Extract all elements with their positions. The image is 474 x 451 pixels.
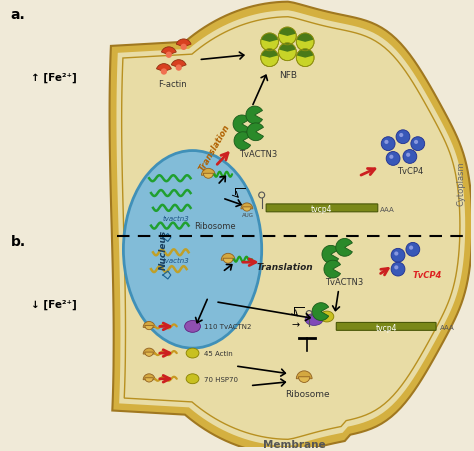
Text: ↓ [Fe²⁺]: ↓ [Fe²⁺] <box>30 299 76 309</box>
Circle shape <box>279 28 296 46</box>
Circle shape <box>296 34 314 52</box>
Circle shape <box>261 34 279 52</box>
Wedge shape <box>324 261 340 278</box>
Wedge shape <box>145 326 154 330</box>
Wedge shape <box>241 203 253 209</box>
Text: Ribosome: Ribosome <box>285 389 329 398</box>
Wedge shape <box>261 50 278 59</box>
Text: F-actin: F-actin <box>158 80 187 89</box>
Circle shape <box>396 130 410 144</box>
Circle shape <box>394 266 398 270</box>
Wedge shape <box>279 44 296 53</box>
Text: →: → <box>291 320 300 330</box>
Wedge shape <box>143 374 155 380</box>
Ellipse shape <box>185 321 201 332</box>
Text: Cytoplasm: Cytoplasm <box>457 161 466 206</box>
Wedge shape <box>243 207 251 212</box>
Text: Ribosome: Ribosome <box>194 221 236 230</box>
Circle shape <box>279 44 296 61</box>
Text: Translation: Translation <box>256 262 313 272</box>
Text: AUG: AUG <box>242 212 254 217</box>
Wedge shape <box>247 124 264 141</box>
Circle shape <box>399 133 403 138</box>
Wedge shape <box>261 34 278 43</box>
Wedge shape <box>336 239 352 257</box>
Text: AAA: AAA <box>380 207 395 212</box>
Wedge shape <box>143 322 155 328</box>
Wedge shape <box>156 64 171 72</box>
Wedge shape <box>176 40 191 48</box>
Text: TvCP4: TvCP4 <box>413 271 442 279</box>
Circle shape <box>391 262 405 276</box>
Text: Membrane: Membrane <box>263 439 326 449</box>
Text: NFB: NFB <box>279 71 297 80</box>
Wedge shape <box>145 378 154 382</box>
Circle shape <box>414 141 418 145</box>
Polygon shape <box>117 11 465 446</box>
Text: tvactn3: tvactn3 <box>163 215 189 221</box>
Wedge shape <box>145 352 154 357</box>
FancyBboxPatch shape <box>266 204 378 212</box>
Text: tvcp4: tvcp4 <box>375 323 397 332</box>
Text: Translation: Translation <box>197 122 231 172</box>
Circle shape <box>391 249 405 262</box>
Circle shape <box>411 138 425 151</box>
Wedge shape <box>299 377 310 382</box>
Text: ↑ [Fe²⁺]: ↑ [Fe²⁺] <box>30 72 76 83</box>
Text: tvcp4: tvcp4 <box>311 205 333 214</box>
Polygon shape <box>109 3 472 451</box>
Circle shape <box>409 246 413 250</box>
Circle shape <box>381 138 395 151</box>
Ellipse shape <box>305 314 323 326</box>
Ellipse shape <box>186 374 199 384</box>
Circle shape <box>296 50 314 68</box>
Text: 110 TvACTN2: 110 TvACTN2 <box>204 324 252 330</box>
Text: b.: b. <box>11 235 26 249</box>
Circle shape <box>403 150 417 164</box>
Text: TvCP4: TvCP4 <box>397 167 423 176</box>
Ellipse shape <box>186 348 199 358</box>
Wedge shape <box>143 348 155 354</box>
Ellipse shape <box>320 311 334 322</box>
Wedge shape <box>322 246 338 263</box>
Wedge shape <box>297 50 314 59</box>
Circle shape <box>181 45 187 51</box>
Wedge shape <box>203 174 213 179</box>
Ellipse shape <box>123 151 262 348</box>
Wedge shape <box>223 259 233 264</box>
Wedge shape <box>279 28 296 37</box>
Text: 70 HSP70: 70 HSP70 <box>204 376 238 382</box>
Wedge shape <box>201 169 215 176</box>
Circle shape <box>261 50 279 68</box>
Circle shape <box>406 243 420 257</box>
Circle shape <box>384 141 389 145</box>
Wedge shape <box>296 371 312 379</box>
Text: Nucleus: Nucleus <box>158 230 167 270</box>
Wedge shape <box>221 254 235 261</box>
Circle shape <box>406 153 410 157</box>
Wedge shape <box>246 107 263 124</box>
Text: TvACTN3: TvACTN3 <box>325 277 363 286</box>
Circle shape <box>394 252 398 256</box>
Circle shape <box>386 152 400 166</box>
Circle shape <box>389 155 393 160</box>
Text: 45 Actin: 45 Actin <box>204 350 233 356</box>
Text: AAA: AAA <box>439 325 454 331</box>
Wedge shape <box>312 303 328 321</box>
Text: TvACTN3: TvACTN3 <box>238 150 277 159</box>
Wedge shape <box>162 48 176 55</box>
Wedge shape <box>297 34 314 43</box>
Wedge shape <box>234 133 251 150</box>
FancyBboxPatch shape <box>336 323 436 331</box>
Wedge shape <box>171 60 186 69</box>
Circle shape <box>161 69 167 75</box>
Circle shape <box>175 65 182 72</box>
Wedge shape <box>233 116 250 133</box>
Circle shape <box>166 52 172 59</box>
Text: tvactn3: tvactn3 <box>163 258 189 263</box>
Text: a.: a. <box>11 8 26 22</box>
